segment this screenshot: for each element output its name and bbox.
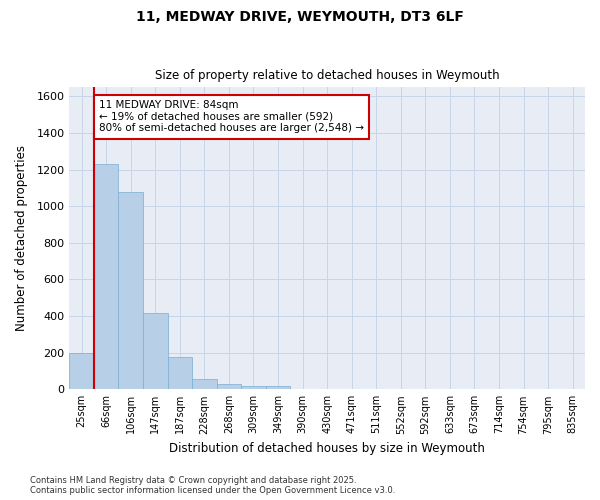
Bar bbox=[266, 386, 290, 390]
X-axis label: Distribution of detached houses by size in Weymouth: Distribution of detached houses by size … bbox=[169, 442, 485, 455]
Title: Size of property relative to detached houses in Weymouth: Size of property relative to detached ho… bbox=[155, 69, 499, 82]
Bar bbox=[143, 314, 167, 390]
Bar bbox=[217, 384, 241, 390]
Bar bbox=[70, 352, 94, 390]
Bar bbox=[94, 164, 118, 390]
Bar bbox=[192, 379, 217, 390]
Text: 11, MEDWAY DRIVE, WEYMOUTH, DT3 6LF: 11, MEDWAY DRIVE, WEYMOUTH, DT3 6LF bbox=[136, 10, 464, 24]
Bar bbox=[167, 358, 192, 390]
Y-axis label: Number of detached properties: Number of detached properties bbox=[15, 146, 28, 332]
Bar bbox=[241, 386, 266, 390]
Text: Contains HM Land Registry data © Crown copyright and database right 2025.
Contai: Contains HM Land Registry data © Crown c… bbox=[30, 476, 395, 495]
Text: 11 MEDWAY DRIVE: 84sqm
← 19% of detached houses are smaller (592)
80% of semi-de: 11 MEDWAY DRIVE: 84sqm ← 19% of detached… bbox=[99, 100, 364, 134]
Bar bbox=[118, 192, 143, 390]
